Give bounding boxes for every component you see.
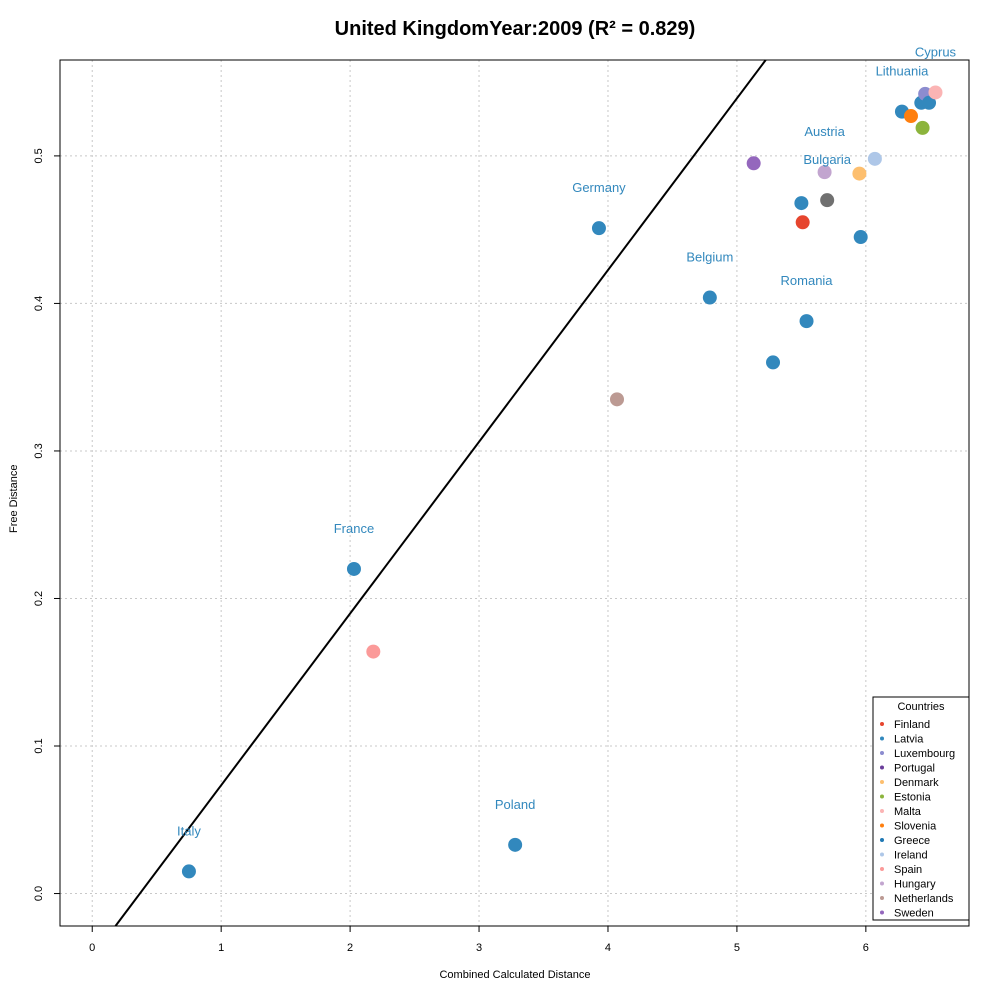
point-label: Belgium [686,250,733,265]
point-label: Austria [804,124,845,139]
legend: Countries Finland Latvia Luxembourg Portugal… [872,696,970,921]
data-point [817,165,832,180]
legend-title: Countries [897,701,945,713]
legend-marker [880,896,884,900]
x-tick-label: 1 [218,942,224,954]
legend-entry: Estonia [894,792,932,804]
legend-marker [880,722,884,726]
plot-frame [59,59,970,927]
data-point [799,314,814,329]
legend-marker [880,910,884,915]
legend-entry: Greece [894,835,930,847]
grid [60,60,969,926]
legend-entry: Portugal [894,763,935,775]
legend-entry: Sweden [894,908,934,920]
legend-marker [880,751,884,755]
legend-marker [880,809,884,813]
point-label: Poland [495,797,535,812]
legend-entry: Denmark [894,777,939,789]
data-point [853,230,868,245]
data-point [746,156,761,171]
legend-entry: Hungary [894,879,936,891]
legend-entry: Malta [894,806,922,818]
data-point [366,644,381,659]
data-point [852,166,867,181]
data-point [820,193,835,208]
x-tick-label: 0 [89,942,95,954]
data-point [702,290,717,305]
y-tick-label: 0.0 [33,886,45,901]
axes: 0 1 2 3 4 5 6 0.0 0.1 0.2 0.3 0.4 0.5 [33,148,869,954]
y-tick-label: 0.2 [33,591,45,606]
data-point [591,221,606,236]
legend-entry: Finland [894,719,930,731]
legend-marker [880,867,884,871]
legend-entry: Slovenia [894,821,937,833]
y-tick-label: 0.4 [33,296,45,311]
regression-line [114,59,767,927]
chart-title: United KingdomYear:2009 (R² = 0.829) [334,18,696,40]
x-axis-label: Combined Calculated Distance [439,969,591,981]
legend-marker [880,794,884,799]
x-tick-label: 2 [347,942,353,954]
data-point [610,392,625,407]
data-point [181,864,196,879]
y-tick-label: 0.3 [33,443,45,458]
legend-entry: Luxembourg [894,748,955,760]
legend-marker [880,765,884,770]
point-label: Germany [572,180,626,195]
legend-marker [880,780,884,784]
x-tick-label: 3 [476,942,482,954]
data-points [181,85,943,879]
point-label: Bulgaria [803,152,851,167]
data-point [795,215,810,230]
data-point [346,561,361,576]
point-label: Cyprus [915,44,957,59]
data-point [867,151,882,166]
point-labels: Italy France Poland Germany Belgium Romania Au… [177,44,957,838]
point-label: France [334,521,374,536]
x-tick-label: 4 [605,942,611,954]
legend-entry: Netherlands [894,893,954,905]
legend-marker [880,852,884,857]
legend-entry: Latvia [894,734,924,746]
data-point [922,95,937,110]
x-tick-label: 5 [734,942,740,954]
legend-marker [880,823,884,828]
legend-entry: Spain [894,864,922,876]
data-point [903,109,918,124]
data-point [766,355,781,370]
legend-marker [880,838,884,842]
legend-entry: Ireland [894,850,928,862]
data-point [928,85,943,100]
data-point [794,196,809,211]
point-label: Romania [781,273,834,288]
data-point [508,837,523,852]
legend-marker [880,736,884,741]
y-tick-label: 0.5 [33,148,45,163]
x-tick-label: 6 [863,942,869,954]
point-label: Italy [177,823,201,838]
legend-marker [880,881,884,886]
legend-box [872,696,970,921]
y-tick-label: 0.1 [33,738,45,753]
regression-line-group [114,59,767,927]
point-label: Lithuania [876,64,930,79]
data-point [915,120,930,135]
